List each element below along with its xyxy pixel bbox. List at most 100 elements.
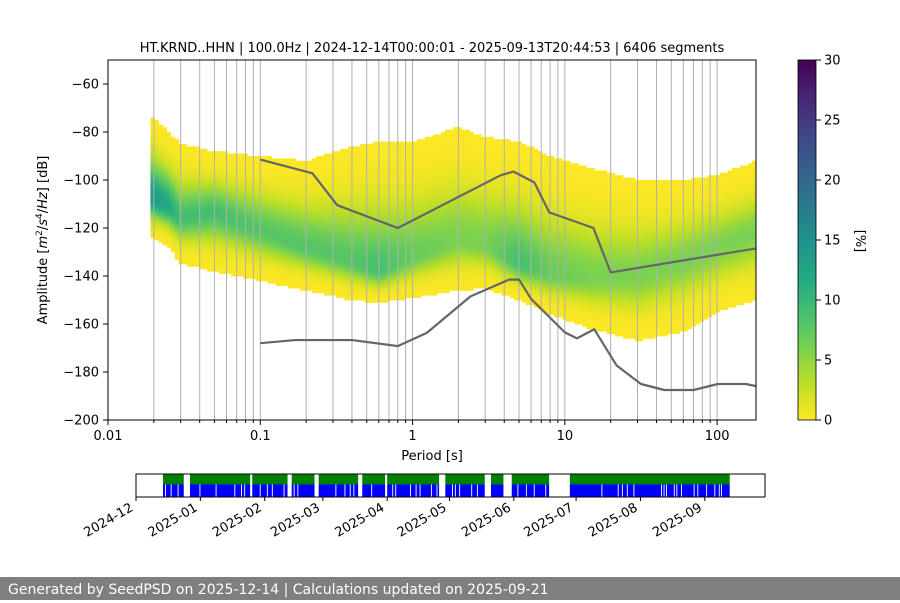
- density-cell: [465, 273, 470, 277]
- density-cell: [380, 163, 385, 166]
- density-cell: [433, 256, 438, 260]
- density-cell: [352, 213, 357, 217]
- density-cell: [235, 252, 240, 255]
- density-cell: [404, 146, 410, 150]
- density-cell: [445, 242, 450, 246]
- density-cell: [437, 242, 442, 246]
- density-cell: [223, 153, 228, 157]
- density-cell: [186, 148, 192, 152]
- density-cell: [416, 256, 422, 260]
- density-cell: [211, 163, 216, 166]
- density-cell: [279, 235, 285, 238]
- density-cell: [215, 259, 220, 262]
- density-cell: [194, 208, 200, 212]
- density-cell: [283, 283, 289, 286]
- density-cell: [263, 158, 268, 162]
- density-cell: [352, 232, 357, 236]
- density-cell: [356, 283, 361, 286]
- density-cell: [275, 252, 281, 255]
- density-cell: [287, 235, 293, 238]
- density-cell: [465, 237, 470, 241]
- density-cell: [429, 199, 434, 202]
- density-cell: [267, 194, 272, 198]
- density-cell: [469, 254, 474, 258]
- density-cell: [433, 163, 438, 166]
- density-cell: [400, 180, 406, 183]
- density-cell: [372, 297, 377, 301]
- density-cell: [473, 201, 478, 205]
- density-cell: [433, 192, 438, 195]
- density-cell: [465, 240, 470, 243]
- density-cell: [336, 218, 341, 222]
- density-cell: [332, 180, 337, 183]
- density-cell: [295, 172, 301, 176]
- density-cell: [215, 252, 220, 255]
- density-cell: [307, 254, 313, 258]
- density-cell: [320, 254, 325, 258]
- density-cell: [211, 180, 216, 183]
- density-cell: [190, 182, 196, 186]
- density-cell: [408, 141, 414, 145]
- density-cell: [420, 177, 426, 181]
- density-cell: [457, 208, 462, 212]
- density-cell: [408, 213, 414, 217]
- density-cell: [489, 139, 494, 142]
- density-cell: [166, 232, 172, 236]
- density-cell: [396, 264, 402, 267]
- density-cell: [182, 204, 188, 207]
- density-cell: [449, 264, 454, 267]
- density-cell: [186, 237, 192, 241]
- density-cell: [291, 249, 297, 253]
- density-cell: [162, 141, 167, 145]
- density-cell: [445, 199, 450, 202]
- density-cell: [384, 288, 390, 291]
- density-cell: [416, 237, 422, 241]
- density-cell: [239, 201, 244, 205]
- density-cell: [477, 211, 482, 214]
- density-cell: [307, 213, 313, 217]
- density-cell: [356, 225, 361, 229]
- density-cell: [469, 228, 474, 231]
- density-cell: [324, 232, 329, 236]
- density-cell: [461, 283, 466, 286]
- density-cell: [449, 280, 454, 284]
- density-cell: [235, 163, 240, 166]
- density-cell: [441, 285, 446, 289]
- density-cell: [396, 158, 402, 162]
- density-cell: [170, 170, 176, 174]
- density-cell: [315, 223, 321, 226]
- density-cell: [404, 252, 410, 255]
- density-cell: [263, 182, 268, 186]
- density-cell: [190, 259, 196, 262]
- density-cell: [247, 196, 252, 200]
- density-cell: [360, 228, 365, 231]
- density-cell: [279, 189, 285, 193]
- density-cell: [420, 252, 426, 255]
- density-cell: [457, 256, 462, 260]
- density-cell: [219, 252, 224, 255]
- density-cell: [429, 146, 434, 150]
- density-cell: [247, 247, 252, 250]
- density-cell: [412, 168, 418, 171]
- density-cell: [400, 278, 406, 282]
- density-cell: [461, 208, 466, 212]
- density-cell: [202, 232, 208, 236]
- density-cell: [465, 254, 470, 258]
- density-cell: [372, 252, 377, 255]
- density-cell: [348, 199, 353, 202]
- density-cell: [255, 235, 260, 238]
- density-cell: [158, 237, 163, 241]
- density-cell: [202, 148, 208, 152]
- density-cell: [154, 132, 159, 135]
- density-cell: [352, 247, 357, 250]
- density-cell: [231, 165, 236, 169]
- density-cell: [154, 146, 159, 150]
- density-cell: [420, 247, 426, 250]
- density-cell: [166, 240, 172, 243]
- density-cell: [356, 242, 361, 246]
- density-cell: [344, 180, 349, 183]
- density-cell: [336, 175, 341, 178]
- density-cell: [453, 244, 458, 248]
- density-cell: [166, 153, 172, 157]
- density-cell: [481, 268, 486, 272]
